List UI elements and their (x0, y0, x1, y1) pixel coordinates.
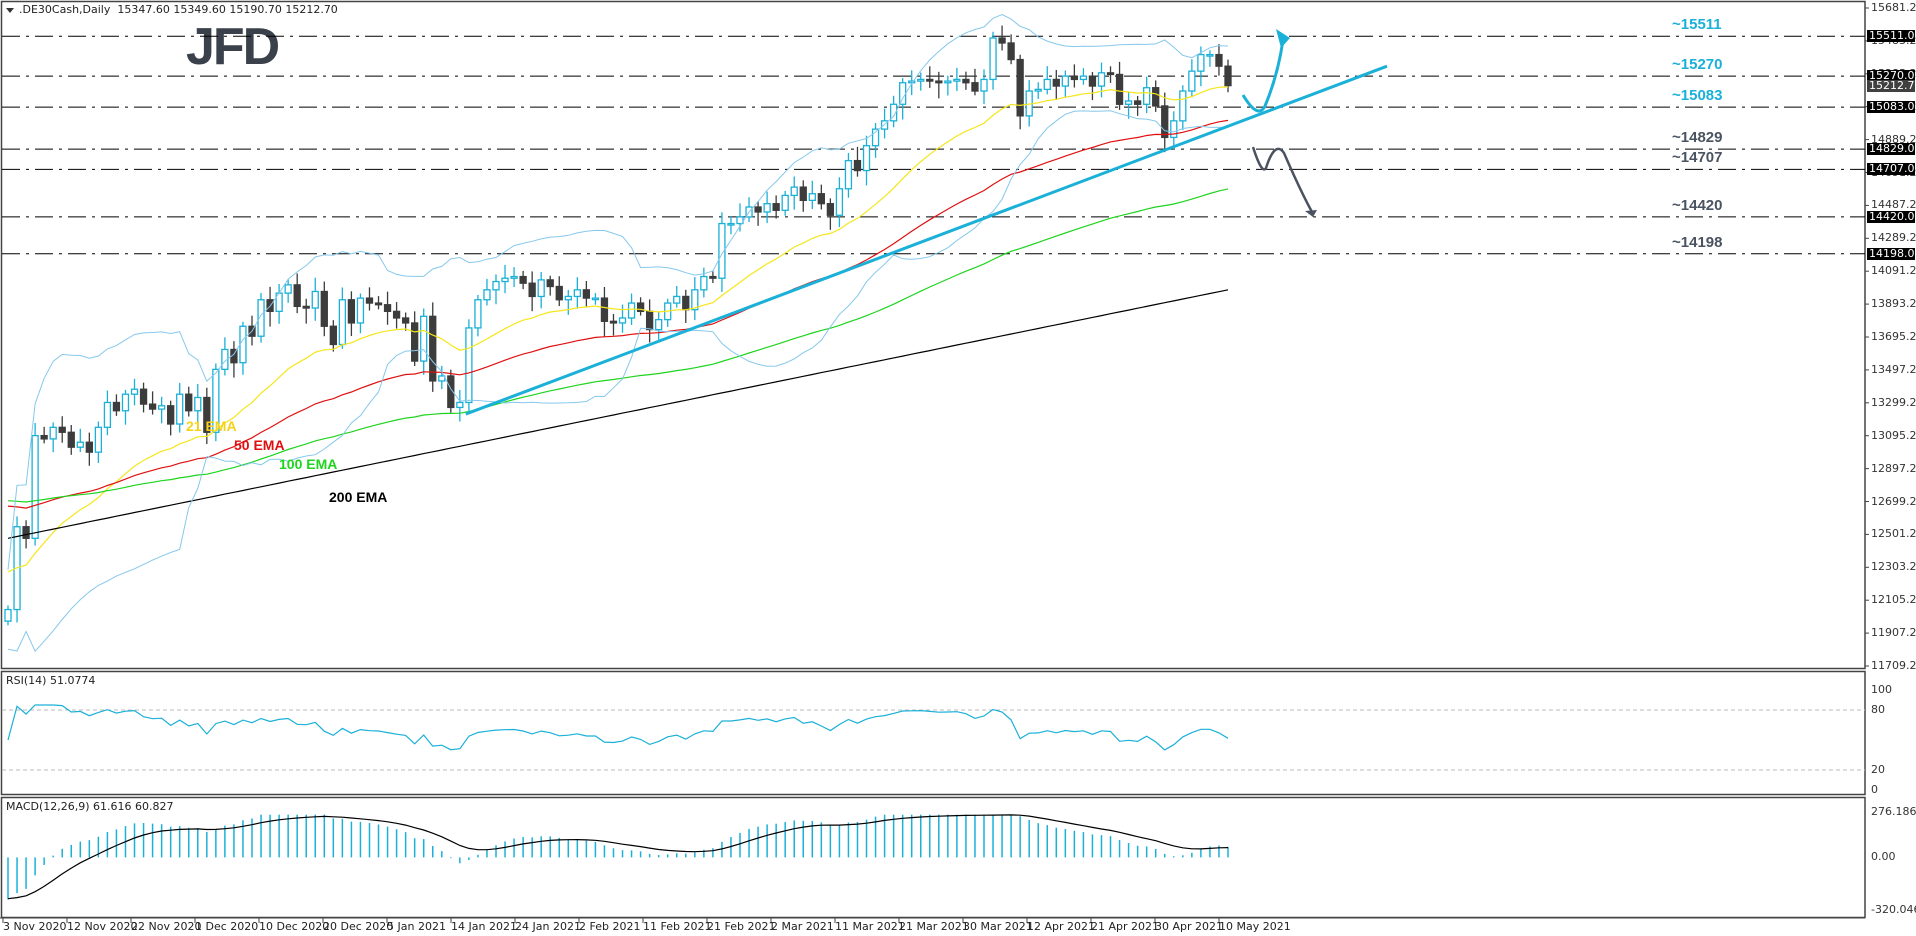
date-tick-label: 10 May 2021 (1219, 920, 1291, 933)
date-tick-label: 24 Jan 2021 (515, 920, 581, 933)
date-tick-label: 21 Feb 2021 (707, 920, 776, 933)
bullish-scenario-arrow (1241, 39, 1285, 113)
date-tick-label: 21 Apr 2021 (1091, 920, 1160, 933)
price-tick-label: 13695.20 (1871, 330, 1916, 343)
price-tick-label: 13893.20 (1871, 297, 1916, 311)
date-tick-label: 20 Dec 2020 (323, 920, 394, 933)
date-tick-label: 30 Apr 2021 (1155, 920, 1224, 933)
arrow-head-icon (1276, 29, 1290, 48)
ema-label: 200 EMA (329, 489, 388, 505)
price-tick-label: 13299.20 (1871, 395, 1916, 409)
rsi-tick-label: 0 (1871, 783, 1878, 796)
rsi-tick-label: 100 (1871, 683, 1892, 696)
date-tick-label: 5 Jan 2021 (387, 920, 446, 933)
date-tick-label: 11 Mar 2021 (835, 920, 905, 933)
level-label: ~14198 (1672, 233, 1723, 251)
rsi-line (7, 704, 1229, 751)
macd-tick-label: -320.046 (1871, 903, 1916, 916)
ema100-line (7, 188, 1229, 503)
ema-label: 50 EMA (234, 437, 285, 453)
date-tick-label: 21 Mar 2021 (899, 920, 969, 933)
symbol-label: .DE30Cash,Daily (19, 3, 111, 16)
macd-histogram (7, 814, 1229, 900)
level-label: ~14420 (1672, 196, 1723, 214)
price-tick-label: 13095.20 (1871, 428, 1916, 442)
price-tick-label: 12105.20 (1871, 593, 1916, 607)
main-panel-frame (0, 0, 1866, 670)
price-tag: 14707.00 (1867, 162, 1916, 176)
price-tick-label: 12699.20 (1871, 494, 1916, 508)
macd-title: MACD(12,26,9) 61.616 60.827 (6, 800, 174, 813)
price-tick-label: 13497.20 (1871, 362, 1916, 376)
date-tick-label: 12 Nov 2020 (67, 920, 138, 933)
price-tag: 15270.00 (1867, 69, 1916, 83)
macd-signal-line (7, 814, 1229, 900)
date-tick-label: 14 Jan 2021 (451, 920, 517, 933)
level-label: ~14829 (1672, 129, 1723, 147)
ema200-line (7, 289, 1229, 539)
ema21-line (7, 86, 1229, 573)
price-tag: 14420.00 (1867, 209, 1916, 223)
price-tick-label: 12303.20 (1871, 560, 1916, 574)
candles (4, 25, 1232, 626)
price-tag: 15083.00 (1867, 100, 1916, 114)
trendline (465, 64, 1388, 416)
price-tick-label: 11907.20 (1871, 626, 1916, 640)
price-tick-label: 12501.20 (1871, 527, 1916, 541)
date-tick-label: 2 Mar 2021 (771, 920, 834, 933)
rsi-title: RSI(14) 51.0774 (6, 674, 96, 687)
macd-panel-frame (0, 796, 1866, 919)
price-tick-label: 14889.20 (1871, 132, 1916, 146)
level-label: ~15083 (1672, 87, 1723, 105)
date-tick-label: 10 Dec 2020 (259, 920, 330, 933)
jfd-logo: JFD (186, 18, 280, 76)
date-tick-label: 22 Nov 2020 (131, 920, 202, 933)
chart-title[interactable]: .DE30Cash,Daily 15347.60 15349.60 15190.… (6, 3, 338, 16)
date-tick-label: 11 Feb 2021 (643, 920, 712, 933)
date-tick-label: 2 Feb 2021 (579, 920, 641, 933)
rsi-tick-label: 80 (1871, 703, 1885, 716)
ema-label: 21 EMA (186, 418, 237, 434)
bearish-scenario-arrow (1251, 146, 1314, 213)
macd-tick-label: 276.186 (1871, 805, 1916, 818)
price-tag: 15212.70 (1867, 78, 1916, 92)
price-tick-label: 14091.20 (1871, 264, 1916, 278)
date-tick-label: 12 Apr 2021 (1027, 920, 1096, 933)
price-tag: 14829.00 (1867, 142, 1916, 156)
price-tag: 15511.00 (1867, 29, 1916, 43)
price-tick-label: 14487.20 (1871, 198, 1916, 212)
date-tick-label: 3 Nov 2020 (3, 920, 67, 933)
rsi-tick-label: 20 (1871, 763, 1885, 776)
ema50-line (7, 119, 1229, 509)
dropdown-triangle-icon[interactable] (6, 7, 14, 13)
level-label: ~15511 (1672, 16, 1722, 34)
bollinger-lower (7, 110, 1229, 653)
date-tick-label: 30 Mar 2021 (963, 920, 1033, 933)
level-label: ~14707 (1672, 149, 1723, 167)
price-tag: 14198.00 (1867, 246, 1916, 260)
macd-tick-label: 0.00 (1871, 850, 1896, 864)
bollinger-upper (7, 13, 1229, 570)
date-tick-label: 1 Dec 2020 (195, 920, 259, 933)
rsi-panel-frame (0, 670, 1866, 796)
ema-label: 100 EMA (279, 456, 338, 472)
price-tick-label: 15681.20 (1871, 1, 1916, 14)
ohlc-values: 15347.60 15349.60 15190.70 15212.70 (117, 3, 338, 16)
arrow-head-icon (1305, 210, 1317, 217)
level-label: ~15270 (1672, 56, 1723, 74)
price-tick-label: 12897.20 (1871, 461, 1916, 475)
price-tick-label: 11709.20 (1871, 659, 1916, 672)
price-tick-label: 14289.20 (1871, 231, 1916, 245)
